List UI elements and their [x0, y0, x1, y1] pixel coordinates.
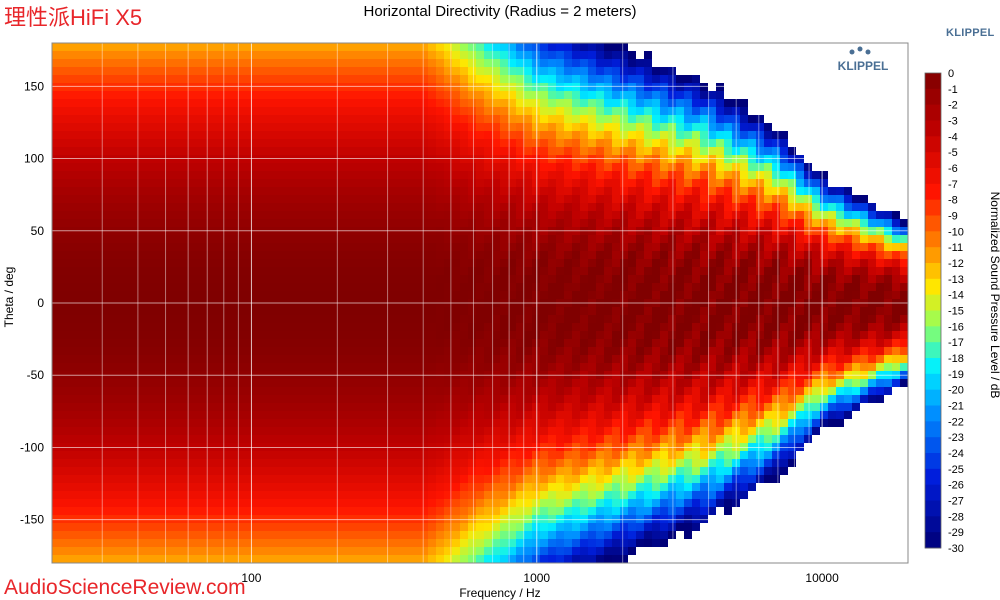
y-tick-label: 100 — [24, 152, 44, 166]
colorbar-tick-label: -29 — [948, 527, 964, 539]
colorbar-tick-label: -30 — [948, 543, 964, 555]
colorbar-tick-label: -12 — [948, 258, 964, 270]
colorbar-swatch — [925, 342, 941, 359]
colorbar-swatch — [925, 326, 941, 343]
colorbar-swatch — [925, 120, 941, 137]
colorbar-swatch — [925, 278, 941, 296]
colorbar-tick-label: -23 — [948, 432, 964, 444]
y-tick-label: 150 — [24, 79, 44, 93]
colorbar-tick-label: -16 — [948, 321, 964, 333]
x-tick-label: 1000 — [523, 571, 550, 585]
y-axis-label: Theta / deg — [2, 266, 16, 328]
colorbar-swatch — [925, 263, 941, 280]
colorbar-tick-label: -27 — [948, 496, 964, 508]
colorbar-swatch — [925, 468, 941, 486]
y-tick-label: -150 — [20, 513, 44, 527]
colorbar-tick-label: -10 — [948, 226, 964, 238]
colorbar-tick-label: -9 — [948, 211, 958, 223]
colorbar-swatch — [925, 405, 941, 422]
colorbar-swatch — [925, 484, 941, 501]
colorbar-tick-label: -8 — [948, 195, 958, 207]
colorbar-tick-label: -21 — [948, 401, 964, 413]
watermark: AudioScienceReview.com — [4, 576, 246, 599]
brand-title: 理性派HiFi X5 — [4, 5, 143, 30]
colorbar-swatch — [925, 231, 941, 248]
colorbar-swatch — [925, 152, 941, 169]
klippel-logo: KLIPPEL — [818, 45, 906, 81]
colorbar-swatch — [925, 389, 941, 406]
colorbar-swatch — [925, 215, 941, 232]
colorbar-swatch — [925, 516, 941, 533]
colorbar-tick-label: -1 — [948, 84, 958, 96]
colorbar-tick-label: -7 — [948, 179, 958, 191]
colorbar-swatch — [925, 294, 941, 311]
colorbar-tick-label: -26 — [948, 480, 964, 492]
colorbar-swatch — [925, 437, 941, 454]
colorbar-tick-label: -20 — [948, 385, 964, 397]
colorbar-tick-label: -18 — [948, 353, 964, 365]
colorbar-tick-label: -3 — [948, 116, 958, 128]
colorbar-tick-label: -2 — [948, 100, 958, 112]
colorbar-swatch — [925, 247, 941, 264]
colorbar-swatch — [925, 73, 941, 90]
klippel-label: KLIPPEL — [946, 27, 995, 39]
colorbar-swatch — [925, 310, 941, 327]
colorbar-tick-label: -11 — [948, 242, 963, 254]
klippel-logo-text: KLIPPEL — [838, 59, 889, 73]
colorbar: 0 -1 -2 -3 -4 -5 -6 -7 -8 -9 -10 -11 -12 -13 -14 -15 -16… — [924, 68, 964, 555]
colorbar-tick-label: -22 — [948, 416, 964, 428]
colorbar-swatch — [925, 88, 941, 106]
colorbar-tick-label: -6 — [948, 163, 958, 175]
y-tick-label: -100 — [20, 440, 44, 454]
colorbar-tick-label: -15 — [948, 306, 964, 318]
colorbar-swatch — [925, 183, 941, 201]
y-tick-label: 0 — [37, 296, 44, 310]
colorbar-swatch — [925, 373, 941, 391]
chart-title: Horizontal Directivity (Radius = 2 meter… — [363, 3, 637, 20]
plot-frame — [51, 42, 909, 564]
y-tick-label: -50 — [27, 368, 45, 382]
colorbar-swatch — [925, 104, 941, 121]
colorbar-tick-label: -4 — [948, 131, 958, 143]
colorbar-swatch — [925, 453, 941, 470]
colorbar-tick-label: -5 — [948, 147, 958, 159]
colorbar-tick-label: 0 — [948, 68, 954, 80]
x-axis-label: Frequency / Hz — [459, 586, 541, 600]
y-tick-label: 50 — [31, 224, 45, 238]
colorbar-swatch — [925, 168, 941, 185]
colorbar-swatch — [925, 532, 941, 549]
colorbar-swatch — [925, 421, 941, 438]
colorbar-label: Normalized Sound Pressure Level / dB — [988, 191, 1000, 399]
colorbar-tick-label: -24 — [948, 448, 964, 460]
colorbar-tick-label: -19 — [948, 369, 964, 381]
colorbar-tick-label: -28 — [948, 511, 964, 523]
colorbar-swatch — [925, 136, 941, 153]
colorbar-swatch — [925, 358, 941, 375]
y-axis-ticks: 150 100 50 0 -50 -100 -150 — [20, 79, 44, 526]
colorbar-tick-label: -13 — [948, 274, 964, 286]
grid-lines — [52, 43, 908, 563]
x-tick-label: 10000 — [805, 571, 839, 585]
colorbar-swatch — [925, 199, 941, 216]
x-tick-label: 100 — [241, 571, 261, 585]
x-axis-ticks: 100 1000 10000 — [241, 571, 839, 585]
colorbar-tick-label: -17 — [948, 337, 964, 349]
colorbar-tick-label: -25 — [948, 464, 964, 476]
colorbar-swatch — [925, 500, 941, 517]
colorbar-tick-label: -14 — [948, 290, 964, 302]
